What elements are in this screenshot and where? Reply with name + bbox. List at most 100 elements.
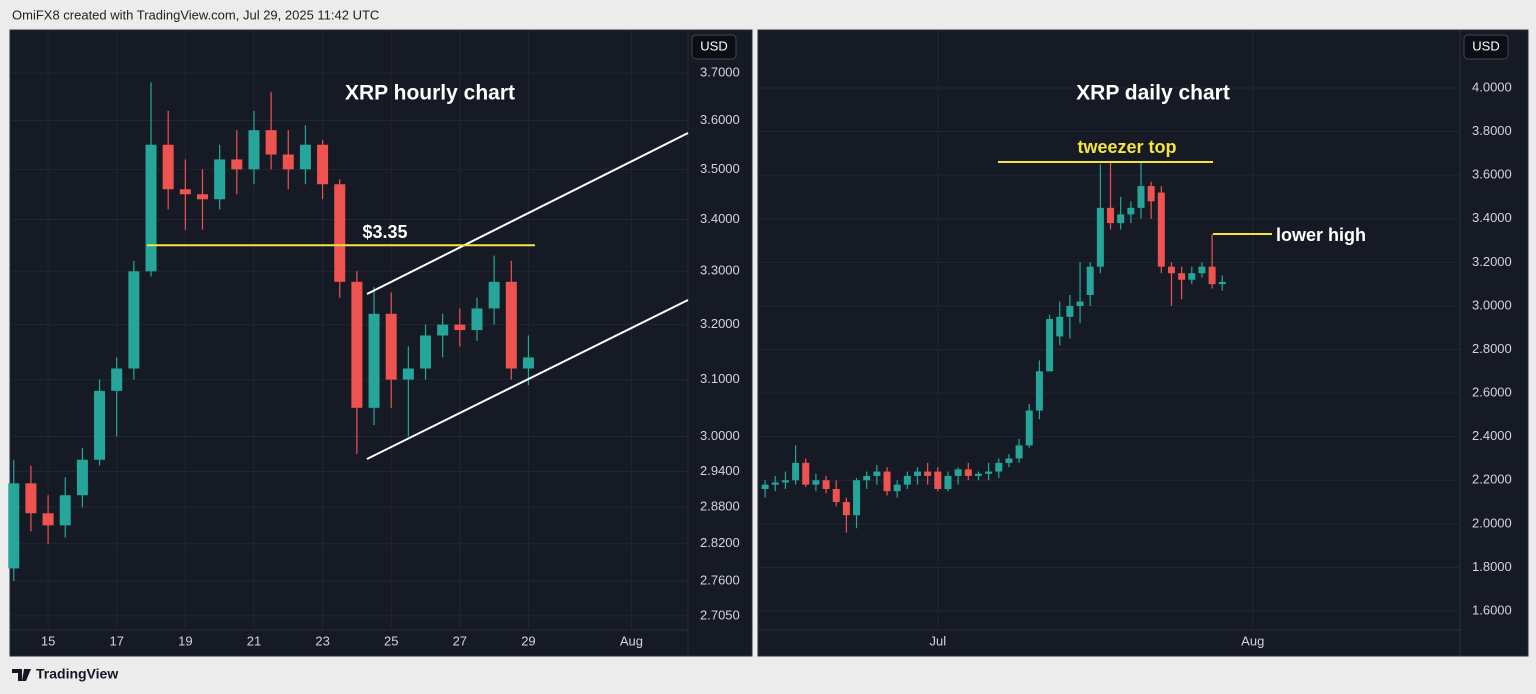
annotation: lower high (1276, 225, 1366, 245)
candle-body (1056, 316, 1064, 337)
y-tick-label: 3.2000 (1472, 254, 1512, 269)
y-tick-label: 2.8000 (1472, 341, 1512, 356)
x-tick-label: 17 (109, 633, 123, 648)
candle-body (128, 271, 140, 369)
chart-panel (9, 29, 753, 657)
candle-body (1015, 445, 1023, 459)
y-tick-label: 3.7000 (700, 64, 740, 79)
candle-body (1025, 410, 1033, 446)
x-tick-label: Aug (620, 633, 643, 648)
logo-mark (12, 669, 31, 681)
candle-body (179, 189, 191, 195)
candle-body (25, 483, 37, 514)
candle-body (299, 144, 311, 170)
candle-body (505, 281, 517, 369)
candle-body (8, 483, 20, 569)
candle-body (1086, 266, 1094, 296)
y-tick-label: 3.4000 (700, 211, 740, 226)
footer-logo: TradingView (12, 666, 118, 682)
candle-body (1198, 266, 1206, 274)
candle-body (1188, 273, 1196, 280)
candle-body (873, 471, 881, 476)
drawings: $3.35 tweezer top lower high (147, 132, 1366, 460)
candle-body (522, 357, 534, 369)
candle-body (853, 480, 861, 516)
candle-body (761, 484, 769, 489)
candle-body (488, 281, 500, 309)
chart-title: XRP hourly chart (345, 82, 515, 105)
candle-body (1127, 207, 1135, 215)
candle-body (903, 475, 911, 485)
candle-body (1178, 273, 1186, 280)
y-tick-label: 2.6000 (1472, 385, 1512, 400)
candle-body (368, 313, 380, 408)
candle-body (111, 368, 123, 391)
candle-body (883, 471, 891, 492)
candle-body (1208, 266, 1216, 285)
candle-body (385, 313, 397, 380)
candle-body (985, 471, 993, 474)
candle-body (94, 390, 106, 460)
candle-body (1096, 207, 1104, 267)
x-tick-label: 25 (384, 633, 398, 648)
candle-body (1137, 186, 1145, 208)
candle-body (924, 471, 932, 476)
candle-body (402, 368, 414, 380)
y-tick-label: 4.0000 (1472, 79, 1512, 94)
candle-body (162, 144, 174, 190)
candle-body (781, 480, 789, 483)
y-tick-label: 3.2000 (700, 316, 740, 331)
x-tick-label: Aug (1241, 633, 1264, 648)
charts: 3.7000 3.6000 3.5000 3.4000 3.3000 3.2000 3.10… (8, 29, 1529, 657)
axis-unit-box (1463, 34, 1509, 60)
candle-body (196, 194, 208, 200)
candle-body (1218, 281, 1226, 285)
candle-body (59, 495, 71, 526)
candle-body (1005, 458, 1013, 463)
candle-body (1076, 301, 1084, 306)
channel-upper (366, 132, 689, 295)
header-credit: OmiFX8 created with TradingView.com, Jul… (12, 7, 379, 22)
y-tick-label: 2.7600 (700, 572, 740, 587)
candle-body (913, 471, 921, 476)
candle-body (145, 144, 157, 272)
channel-lower (366, 299, 689, 460)
x-tick-label: 15 (41, 633, 55, 648)
candle-body (964, 469, 972, 476)
candle-body (1046, 318, 1054, 372)
y-tick-label: 3.6000 (700, 112, 740, 127)
candle-body (214, 159, 226, 200)
y-tick-label: 2.4000 (1472, 428, 1512, 443)
candle-body (802, 462, 810, 485)
candle-body (812, 480, 820, 485)
candle-body (437, 324, 449, 336)
candle-body (822, 480, 830, 489)
y-tick-label: 3.0000 (1472, 297, 1512, 312)
x-tick-label: 29 (521, 633, 535, 648)
chart-title: XRP daily chart (1076, 82, 1230, 105)
candle-body (334, 184, 346, 282)
level-label: $3.35 (362, 222, 407, 242)
candle-body (792, 462, 800, 481)
candle-body (471, 308, 483, 331)
y-tick-label: 3.0000 (700, 428, 740, 443)
axis-unit: USD (700, 38, 727, 53)
axis-unit-box (691, 34, 737, 60)
y-tick-label: 2.8200 (700, 535, 740, 550)
candle-body (351, 281, 363, 408)
candle-body (1035, 371, 1043, 411)
candle-body (1157, 192, 1165, 267)
footer-brand: TradingView (36, 666, 118, 682)
y-tick-label: 3.5000 (700, 161, 740, 176)
candle-body (863, 475, 871, 481)
candle-body (944, 475, 952, 489)
y-tick-label: 3.4000 (1472, 210, 1512, 225)
candle-body (1147, 186, 1155, 202)
candle-body (317, 144, 329, 185)
candle-body (934, 471, 942, 489)
y-tick-label: 2.7050 (700, 607, 740, 622)
chart-panel (757, 29, 1529, 657)
candle-body (954, 469, 962, 476)
candle-body (454, 324, 466, 331)
